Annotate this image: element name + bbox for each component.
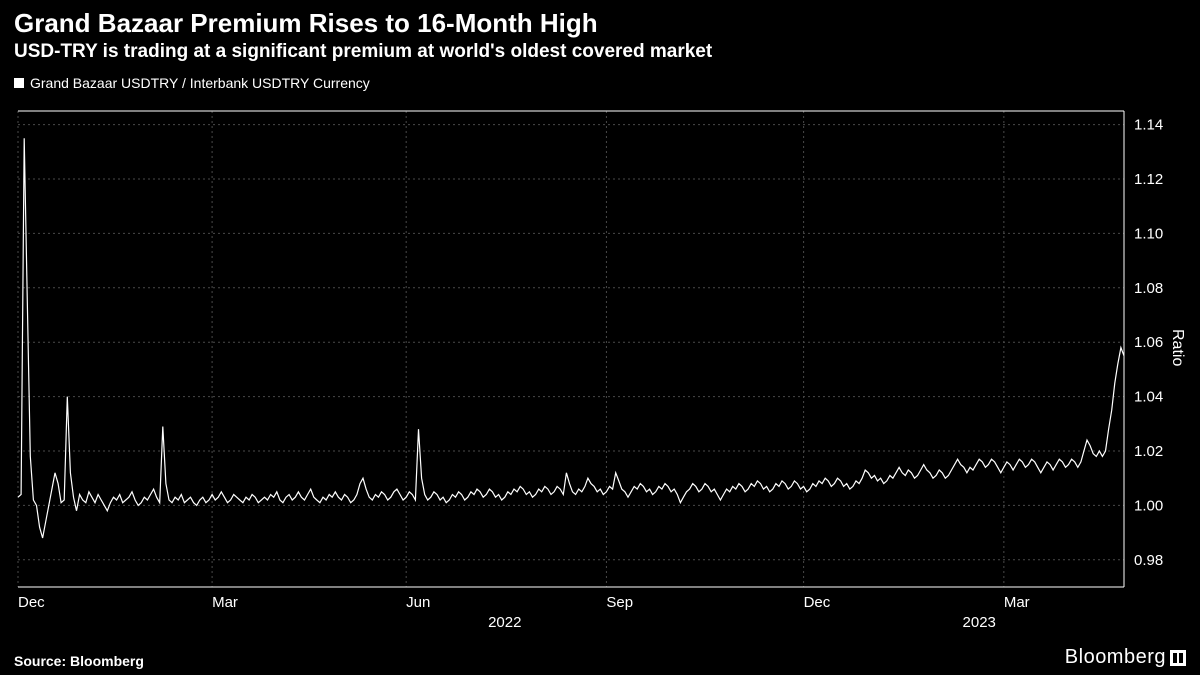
svg-text:Dec: Dec <box>804 594 831 611</box>
svg-text:2023: 2023 <box>963 614 996 631</box>
brand-logo: Bloomberg <box>1065 646 1186 669</box>
line-chart: 0.98 1.00 1.02 1.04 1.06 1.08 1.10 1.12 1.14 Dec M… <box>14 105 1186 635</box>
svg-text:1.10: 1.10 <box>1134 225 1163 242</box>
svg-text:1.06: 1.06 <box>1134 334 1163 351</box>
chart-title: Grand Bazaar Premium Rises to 16-Month H… <box>14 8 1186 39</box>
svg-text:Sep: Sep <box>606 594 633 611</box>
svg-text:1.14: 1.14 <box>1134 117 1163 134</box>
legend-label: Grand Bazaar USDTRY / Interbank USDTRY C… <box>30 75 370 91</box>
y-axis-title: Ratio <box>1168 329 1186 366</box>
svg-text:Dec: Dec <box>18 594 45 611</box>
svg-text:1.08: 1.08 <box>1134 280 1163 297</box>
svg-text:Mar: Mar <box>212 594 238 611</box>
chart-area: 0.98 1.00 1.02 1.04 1.06 1.08 1.10 1.12 1.14 Dec M… <box>14 105 1186 635</box>
svg-text:Mar: Mar <box>1004 594 1030 611</box>
legend-marker-icon <box>14 78 24 88</box>
source-text: Source: Bloomberg <box>14 653 144 669</box>
brand-text: Bloomberg <box>1065 646 1166 669</box>
brand-icon <box>1170 650 1186 666</box>
svg-text:Jun: Jun <box>406 594 430 611</box>
chart-subtitle: USD-TRY is trading at a significant prem… <box>14 41 1186 63</box>
svg-text:0.98: 0.98 <box>1134 552 1163 569</box>
svg-text:1.12: 1.12 <box>1134 171 1163 188</box>
svg-text:1.04: 1.04 <box>1134 389 1163 406</box>
svg-text:2022: 2022 <box>488 614 521 631</box>
svg-text:1.00: 1.00 <box>1134 497 1163 514</box>
svg-text:1.02: 1.02 <box>1134 443 1163 460</box>
legend: Grand Bazaar USDTRY / Interbank USDTRY C… <box>0 67 1200 91</box>
